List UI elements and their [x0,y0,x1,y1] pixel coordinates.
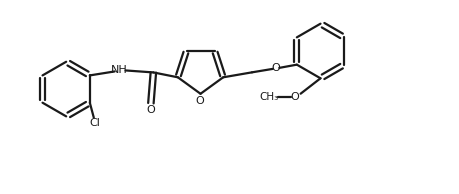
Text: Cl: Cl [89,118,100,128]
Text: CH₃: CH₃ [259,92,278,102]
Text: NH: NH [111,65,128,75]
Text: O: O [290,92,298,102]
Text: O: O [195,96,204,106]
Text: O: O [146,105,155,115]
Text: O: O [271,63,280,73]
